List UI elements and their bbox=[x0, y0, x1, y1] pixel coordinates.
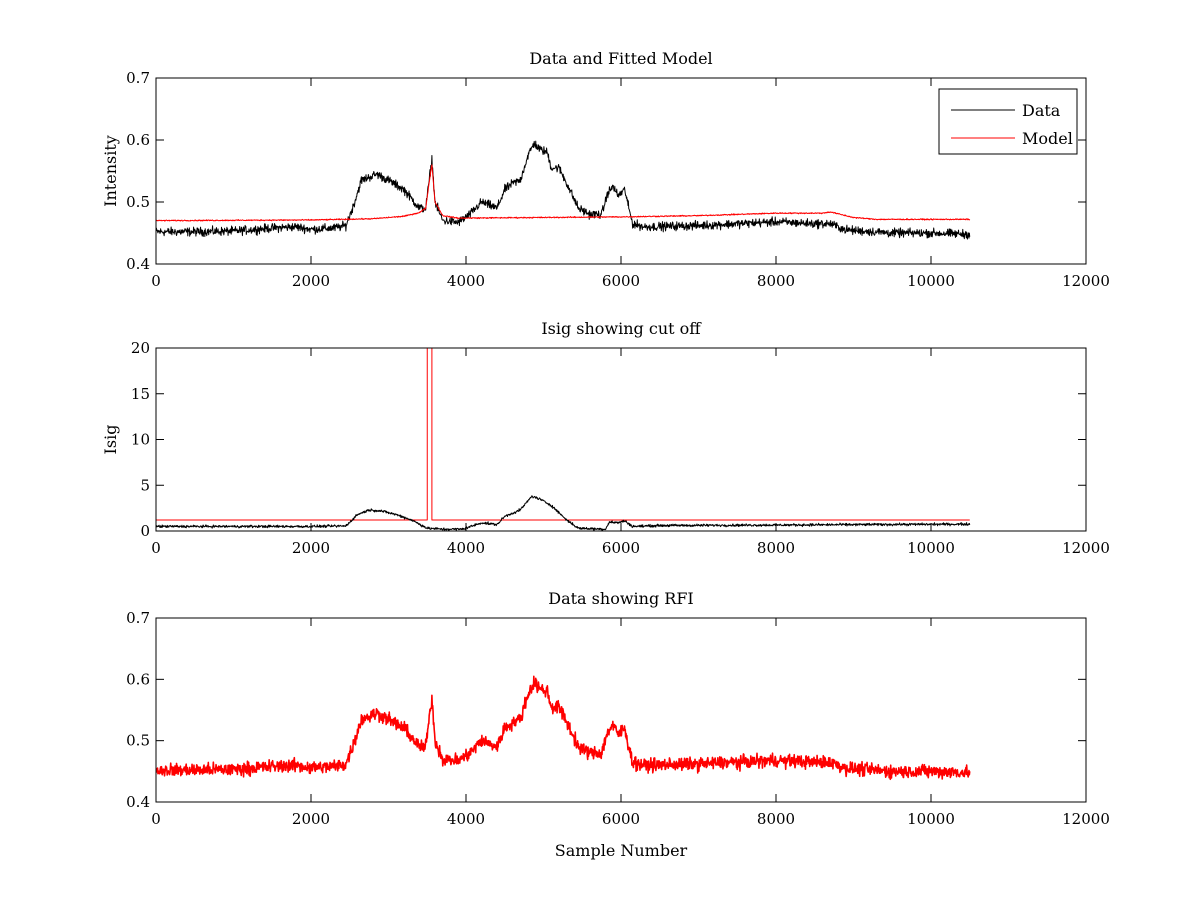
y-axis-label: Isig bbox=[101, 425, 120, 455]
x-tick-label: 12000 bbox=[1062, 539, 1110, 557]
y-tick-label: 20 bbox=[131, 339, 150, 357]
y-tick-label: 0.7 bbox=[126, 609, 150, 627]
x-axis-label: Sample Number bbox=[555, 841, 688, 860]
x-tick-label: 12000 bbox=[1062, 810, 1110, 828]
legend: Data Model bbox=[938, 88, 1078, 155]
y-tick-label: 0.4 bbox=[126, 255, 150, 273]
x-tick-label: 0 bbox=[151, 272, 161, 290]
x-tick-label: 6000 bbox=[602, 539, 640, 557]
x-tick-label: 6000 bbox=[602, 272, 640, 290]
chart-title: Isig showing cut off bbox=[541, 319, 702, 338]
y-tick-label: 0.5 bbox=[126, 193, 150, 211]
y-tick-label: 0.5 bbox=[126, 732, 150, 750]
plot-area bbox=[156, 675, 971, 781]
x-tick-label: 10000 bbox=[907, 539, 955, 557]
y-tick-label: 0.7 bbox=[126, 69, 150, 87]
y-tick-label: 15 bbox=[131, 385, 150, 403]
y-tick-label: 0.6 bbox=[126, 131, 150, 149]
x-tick-label: 8000 bbox=[757, 539, 795, 557]
series-line-2 bbox=[156, 495, 971, 531]
axes-box bbox=[155, 347, 1087, 532]
series-line-1 bbox=[156, 348, 970, 521]
y-tick-label: 10 bbox=[131, 431, 150, 449]
x-tick-label: 12000 bbox=[1062, 272, 1110, 290]
x-tick-label: 2000 bbox=[292, 539, 330, 557]
x-tick-label: 8000 bbox=[757, 810, 795, 828]
x-tick-label: 6000 bbox=[602, 810, 640, 828]
chart-title: Data showing RFI bbox=[548, 589, 693, 608]
x-tick-label: 2000 bbox=[292, 810, 330, 828]
panel-1: 0 2000 4000 6000 8000 10000 12000 0.4 0.5 0.6 0.7 D… bbox=[101, 49, 1110, 290]
panel-3: 0 2000 4000 6000 8000 10000 12000 0.4 0.5 0.6 0.7 D… bbox=[126, 589, 1110, 860]
x-tick-label: 4000 bbox=[447, 272, 485, 290]
panel-2: 0 2000 4000 6000 8000 10000 12000 0 5 10 15 20 Isig … bbox=[101, 319, 1110, 557]
series-line-model bbox=[156, 164, 971, 222]
series-line-data bbox=[156, 140, 971, 240]
y-tick-label: 0.4 bbox=[126, 793, 150, 811]
x-tick-label: 10000 bbox=[907, 810, 955, 828]
y-tick-label: 5 bbox=[140, 476, 150, 494]
plot-area bbox=[156, 140, 971, 240]
legend-entry-data: Data bbox=[1022, 101, 1061, 120]
plot-area bbox=[156, 348, 971, 531]
y-tick-label: 0.6 bbox=[126, 670, 150, 688]
legend-entry-model: Model bbox=[1022, 129, 1073, 148]
x-tick-label: 4000 bbox=[447, 539, 485, 557]
x-tick-label: 2000 bbox=[292, 272, 330, 290]
x-tick-label: 10000 bbox=[907, 272, 955, 290]
chart-title: Data and Fitted Model bbox=[529, 49, 712, 68]
legend-box bbox=[938, 88, 1078, 155]
series-line-1 bbox=[156, 675, 971, 781]
x-tick-label: 4000 bbox=[447, 810, 485, 828]
y-tick-label: 0 bbox=[140, 522, 150, 540]
x-tick-label: 8000 bbox=[757, 272, 795, 290]
y-axis-label: Intensity bbox=[101, 135, 120, 207]
x-tick-label: 0 bbox=[151, 810, 161, 828]
x-tick-label: 0 bbox=[151, 539, 161, 557]
